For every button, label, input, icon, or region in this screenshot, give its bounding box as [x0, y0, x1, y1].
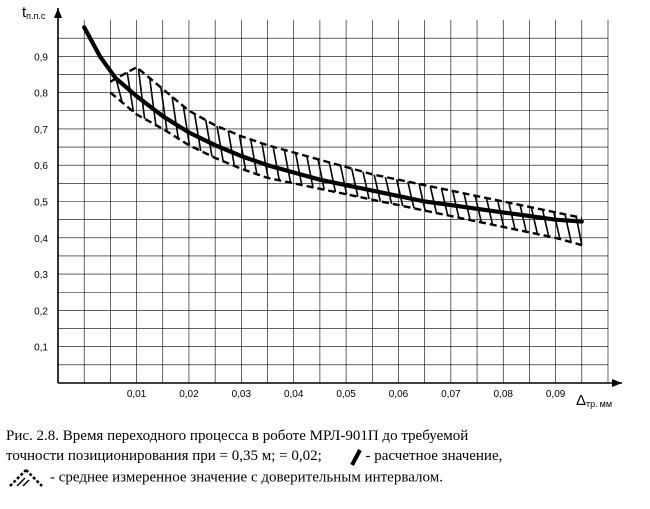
- figure-caption: Рис. 2.8. Время переходного процесса в р…: [6, 426, 646, 489]
- x-tick-label: 0,05: [336, 389, 356, 400]
- y-tick-label: 0,5: [34, 198, 48, 209]
- caption-line-2-text: точности позиционирования при = 0,35 м; …: [6, 448, 322, 464]
- x-axis-arrow: [612, 379, 622, 387]
- confidence-hatch-line: [171, 96, 180, 139]
- x-tick-label: 0,04: [284, 389, 304, 400]
- confidence-hatch-line: [160, 87, 168, 132]
- y-tick-label: 0,4: [34, 234, 48, 245]
- x-axis-title: Δтр. мм: [576, 392, 612, 409]
- confidence-hatch-line: [115, 78, 123, 103]
- x-tick-label: 0,09: [546, 389, 566, 400]
- confidence-hatch-line: [418, 183, 427, 211]
- measured-lower-bound-line: [109, 91, 583, 247]
- confidence-hatch-line: [362, 171, 370, 200]
- confidence-hatch-line: [294, 152, 303, 186]
- y-tick-label: 0,6: [34, 161, 48, 172]
- x-tick-label: 0,08: [494, 389, 514, 400]
- confidence-hatch-line: [373, 174, 382, 202]
- x-tick-label: 0,07: [441, 389, 461, 400]
- confidence-hatch-line: [272, 146, 281, 181]
- caption-line-2: точности позиционирования при = 0,35 м; …: [6, 446, 646, 467]
- confidence-hatch-line: [530, 207, 539, 235]
- confidence-hatch-line: [261, 143, 269, 179]
- confidence-hatch-line: [384, 176, 393, 204]
- confidence-hatch-line: [148, 77, 157, 126]
- y-axis-title-main: t: [22, 4, 27, 21]
- calculated-line-legend-icon: [349, 448, 362, 466]
- confidence-hatch-line: [328, 162, 337, 193]
- confidence-hatch-line: [317, 159, 325, 190]
- chart: 0,01 0,02 0,03 0,04 0,05 0,06 0,07 0,08 0,09 0,1 0…: [22, 4, 622, 409]
- y-tick-label: 0,9: [34, 52, 48, 63]
- confidence-hatch-line: [137, 68, 146, 119]
- caption-line-1: Рис. 2.8. Время переходного процесса в р…: [6, 428, 469, 444]
- confidence-hatch-line: [193, 113, 202, 152]
- x-tick-label: 0,03: [232, 389, 252, 400]
- x-axis-title-main: Δ: [576, 392, 586, 409]
- measured-band-legend-icon: [9, 468, 43, 487]
- confidence-hatch-line: [552, 211, 561, 240]
- series-layer: [82, 25, 584, 224]
- y-tick-label: 0,3: [34, 270, 48, 281]
- axes: [54, 8, 622, 387]
- x-tick-label: 0,01: [127, 389, 147, 400]
- confidence-hatch-line: [283, 149, 292, 183]
- confidence-hatch-line: [350, 168, 359, 197]
- x-axis-title-sub: тр.: [586, 399, 598, 409]
- confidence-hatch-line: [440, 188, 449, 216]
- tick-labels: 0,01 0,02 0,03 0,04 0,05 0,06 0,07 0,08 0,09 0,1 0…: [34, 52, 566, 400]
- calculated-series-line: [82, 25, 584, 224]
- legend-measured-label: - среднее измеренное значение с доверите…: [50, 469, 443, 485]
- confidence-hatch-line: [541, 209, 550, 237]
- legend-calculated-label: - расчетное значение,: [365, 448, 503, 464]
- confidence-hatch-line: [339, 165, 348, 195]
- y-axis-arrow: [54, 8, 62, 18]
- measured-upper-bound-line: [109, 65, 583, 219]
- grid: [58, 20, 609, 383]
- y-tick-label: 0,1: [34, 343, 48, 354]
- y-tick-label: 0,8: [34, 89, 48, 100]
- confidence-hatch-line: [508, 202, 516, 230]
- x-axis-title-unit: мм: [600, 399, 612, 409]
- confidence-hatch-line: [395, 179, 404, 207]
- confidence-hatch-line: [429, 186, 438, 214]
- x-tick-label: 0,06: [389, 389, 409, 400]
- confidence-hatch-line: [216, 125, 224, 162]
- confidence-hatch-line: [306, 155, 314, 188]
- confidence-hatch-line: [249, 139, 258, 175]
- confidence-hatch-line: [182, 105, 191, 146]
- x-tick-label: 0,02: [179, 389, 199, 400]
- caption-line-3: - среднее измеренное значение с доверите…: [6, 467, 646, 489]
- y-tick-label: 0,2: [34, 306, 48, 317]
- y-axis-title: tп.п.с: [22, 4, 46, 21]
- confidence-hatch-line: [227, 130, 236, 167]
- confidence-hatch-line: [407, 181, 415, 209]
- confidence-hatch-line: [238, 135, 247, 171]
- confidence-hatch-line: [205, 119, 213, 157]
- confidence-hatch-line: [519, 204, 528, 232]
- y-axis-title-sub: п.п.с: [26, 11, 46, 21]
- y-tick-label: 0,7: [34, 125, 48, 136]
